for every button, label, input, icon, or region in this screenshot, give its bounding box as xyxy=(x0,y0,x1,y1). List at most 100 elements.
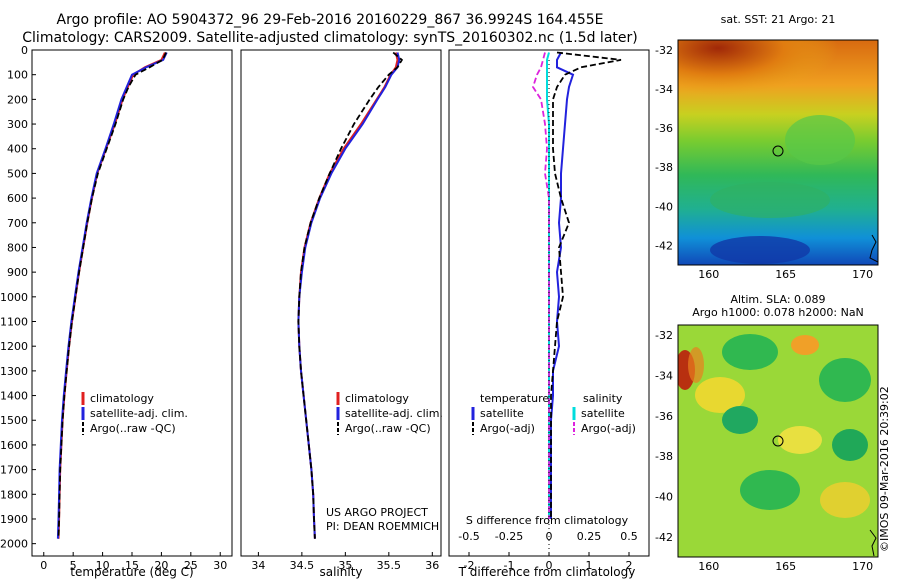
sla-yellow-blob xyxy=(778,426,822,454)
legend-temp-satellite-label: satellite xyxy=(480,407,524,420)
x-tick-label: 0 xyxy=(546,559,553,572)
map-lat-tick-label: -40 xyxy=(655,490,673,503)
map-lat-tick-label: -42 xyxy=(655,531,673,544)
x-tick-label: 34 xyxy=(251,559,265,572)
legend-argo-label: Argo(..raw -QC) xyxy=(90,422,176,435)
legend-temp-argo-label: Argo(-adj) xyxy=(480,422,535,435)
sla-green-blob xyxy=(819,358,871,402)
x-tick-label: 25 xyxy=(184,559,198,572)
credit-pi: PI: DEAN ROEMMICH xyxy=(326,520,439,533)
temperature-xlabel: temperature (deg C) xyxy=(70,565,193,579)
x-tick-label: 15 xyxy=(125,559,139,572)
s-diff-tick-label: -0.25 xyxy=(495,530,523,543)
sst-cold-core xyxy=(710,236,810,264)
y-tick-label: 700 xyxy=(7,217,28,230)
map-lat-tick-label: -34 xyxy=(655,369,673,382)
y-tick-label: 800 xyxy=(7,241,28,254)
sla-orange-blob xyxy=(791,335,819,355)
temperature-legend: climatology satellite-adj. clim. Argo(..… xyxy=(81,392,188,435)
figure-title-line2: Climatology: CARS2009. Satellite-adjuste… xyxy=(22,30,638,46)
sla-green-blob xyxy=(722,334,778,370)
legend-sal-argo-label: Argo(-adj) xyxy=(581,422,636,435)
y-tick-label: 400 xyxy=(7,143,28,156)
sla-yellow-blob xyxy=(820,482,870,518)
sla-map-title2: Argo h1000: 0.078 h2000: NaN xyxy=(692,306,864,319)
x-tick-label: 35.5 xyxy=(377,559,402,572)
map-lon-tick-label: 170 xyxy=(852,268,873,281)
difference-legend: temperature satellite Argo(-adj) salinit… xyxy=(471,392,636,435)
map-lat-tick-label: -38 xyxy=(655,450,673,463)
credit-project: US ARGO PROJECT xyxy=(326,506,428,519)
y-tick-label: 1400 xyxy=(0,390,28,403)
map-lat-tick-label: -32 xyxy=(655,329,673,342)
x-tick-label: -1 xyxy=(504,559,515,572)
map-lat-tick-label: -36 xyxy=(655,122,673,135)
y-tick-label: 1100 xyxy=(0,316,28,329)
y-tick-label: 100 xyxy=(7,69,28,82)
x-tick-label: 34.5 xyxy=(290,559,315,572)
y-tick-label: 1800 xyxy=(0,488,28,501)
y-tick-label: 1900 xyxy=(0,513,28,526)
map-lon-tick-label: 165 xyxy=(775,268,796,281)
x-tick-label: 35 xyxy=(338,559,352,572)
sla-map-title1: Altim. SLA: 0.089 xyxy=(730,293,826,306)
map-lat-tick-label: -32 xyxy=(655,44,673,57)
s-diff-xlabel: S difference from climatology xyxy=(466,514,629,527)
y-tick-label: 1000 xyxy=(0,291,28,304)
map-lat-tick-label: -38 xyxy=(655,161,673,174)
x-tick-label: 36 xyxy=(425,559,439,572)
map-lat-tick-label: -36 xyxy=(655,410,673,423)
y-tick-label: 900 xyxy=(7,266,28,279)
y-tick-label: 1700 xyxy=(0,464,28,477)
y-tick-label: 500 xyxy=(7,167,28,180)
y-tick-label: 600 xyxy=(7,192,28,205)
y-tick-label: 1600 xyxy=(0,439,28,452)
map-lat-tick-label: -34 xyxy=(655,83,673,96)
coastline xyxy=(869,529,877,557)
sla-orange-blob xyxy=(688,347,704,383)
s-diff-tick-label: -0.5 xyxy=(458,530,479,543)
legend-argo-label: Argo(..raw -QC) xyxy=(345,422,431,435)
x-tick-label: -2 xyxy=(464,559,475,572)
map-lon-tick-label: 170 xyxy=(852,560,873,573)
salinity-axes xyxy=(240,49,442,557)
map-lat-tick-label: -40 xyxy=(655,200,673,213)
series-argo-raw-qc- xyxy=(57,52,167,539)
coastline xyxy=(869,234,878,263)
sla-green-blob xyxy=(832,429,868,461)
salinity-xlabel: salinity xyxy=(319,565,362,579)
y-tick-label: 0 xyxy=(21,44,28,57)
sla-green-blob xyxy=(722,406,758,434)
legend-salinity-heading: salinity xyxy=(583,392,623,405)
map-lon-tick-label: 165 xyxy=(775,560,796,573)
map-lat-tick-label: -42 xyxy=(655,239,673,252)
legend-sal-satellite-label: satellite xyxy=(581,407,625,420)
map-lon-tick-label: 160 xyxy=(698,560,719,573)
y-tick-label: 2000 xyxy=(0,538,28,551)
map-lon-tick-label: 160 xyxy=(698,268,719,281)
s-diff-tick-label: 0.5 xyxy=(620,530,638,543)
legend-temperature-heading: temperature xyxy=(480,392,549,405)
sla-yellow-blob xyxy=(695,377,745,413)
legend-satellite-adj-label: satellite-adj. clim. xyxy=(345,407,443,420)
x-tick-label: 10 xyxy=(96,559,110,572)
sla-green-blob xyxy=(740,470,800,510)
series-argo-raw-qc- xyxy=(297,51,404,539)
salinity-legend: climatology satellite-adj. clim. Argo(..… xyxy=(336,392,443,435)
sst-green-band xyxy=(710,182,830,218)
sst-map xyxy=(677,39,879,266)
s-diff-tick-label: 0.25 xyxy=(577,530,602,543)
x-tick-label: 2 xyxy=(626,559,633,572)
y-tick-label: 200 xyxy=(7,93,28,106)
t-diff-xlabel: T difference from climatology xyxy=(458,565,636,579)
x-tick-label: 5 xyxy=(70,559,77,572)
x-tick-label: 0 xyxy=(40,559,47,572)
y-tick-label: 1200 xyxy=(0,340,28,353)
sst-green-tongue xyxy=(785,115,855,165)
temperature-axes xyxy=(31,49,233,557)
legend-climatology-label: climatology xyxy=(90,392,154,405)
y-tick-label: 1300 xyxy=(0,365,28,378)
argo-position-marker xyxy=(772,145,784,157)
x-tick-label: 20 xyxy=(154,559,168,572)
